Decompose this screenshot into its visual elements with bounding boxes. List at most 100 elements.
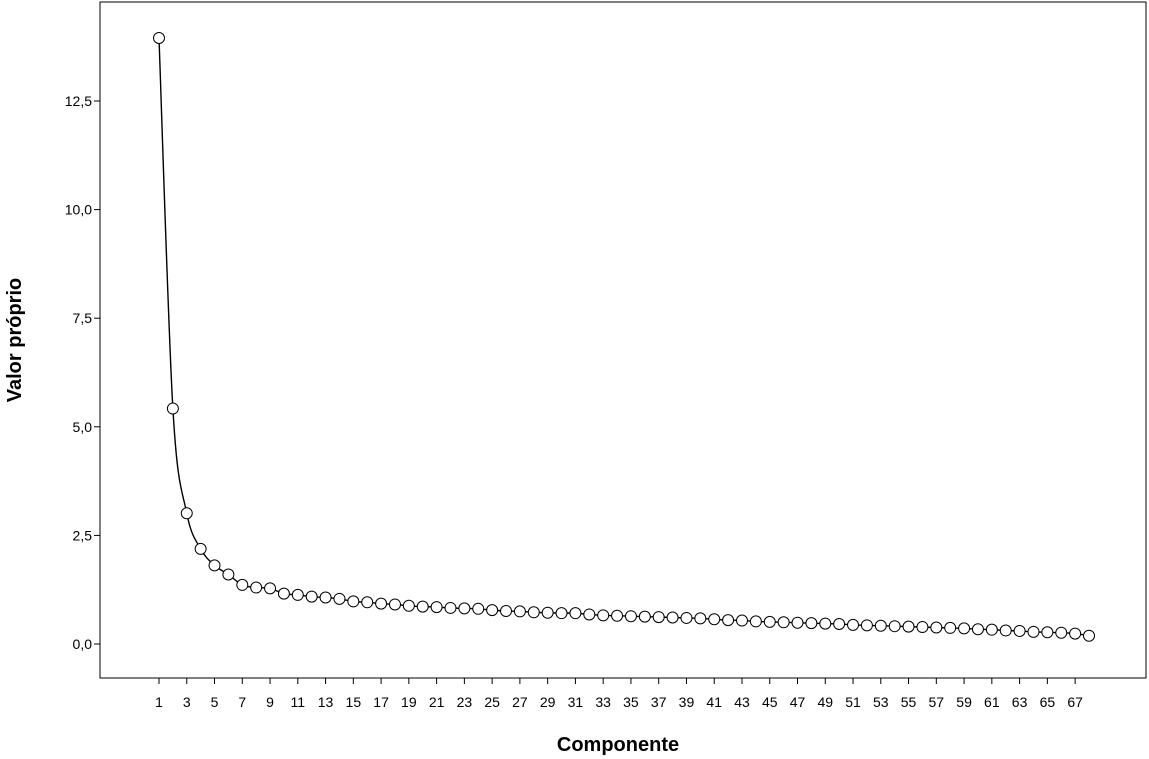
y-tick-label: 12,5 (65, 93, 92, 109)
x-tick-label: 23 (457, 694, 473, 710)
data-point (902, 620, 915, 633)
data-point (763, 615, 776, 628)
data-point (958, 622, 971, 635)
x-tick-label: 19 (401, 694, 417, 710)
data-point (194, 542, 207, 555)
x-tick-label: 47 (790, 694, 806, 710)
data-point (652, 611, 665, 624)
data-point (375, 597, 388, 610)
x-tick-label: 13 (318, 694, 334, 710)
data-point (791, 616, 804, 629)
data-point (458, 602, 471, 615)
data-point (597, 609, 610, 622)
data-point (847, 618, 860, 631)
data-point (638, 610, 651, 623)
data-point (541, 606, 554, 619)
x-tick-label: 53 (873, 694, 889, 710)
x-tick-label: 67 (1067, 694, 1083, 710)
data-point (694, 612, 707, 625)
x-tick-label: 5 (211, 694, 219, 710)
data-point (666, 611, 679, 624)
y-axis: 0,0 2,5 5,0 7,5 10,0 12,5 (65, 93, 100, 652)
data-point (222, 568, 235, 581)
x-tick-label: 41 (706, 694, 722, 710)
data-point (1041, 626, 1054, 639)
x-axis-title: Componente (557, 734, 679, 756)
data-point (416, 600, 429, 613)
data-point (888, 620, 901, 633)
data-point (680, 611, 693, 624)
data-point (486, 604, 499, 617)
data-point (264, 582, 277, 595)
data-point (708, 613, 721, 626)
data-point (319, 591, 332, 604)
x-tick-label: 37 (651, 694, 667, 710)
x-tick-label: 25 (484, 694, 500, 710)
data-point (208, 559, 221, 572)
x-tick-label: 29 (540, 694, 556, 710)
data-point (916, 621, 929, 634)
data-point (583, 608, 596, 621)
x-tick-label: 39 (679, 694, 695, 710)
data-point (153, 32, 165, 45)
x-tick-label: 45 (762, 694, 778, 710)
data-point (513, 605, 526, 618)
x-tick-label: 15 (346, 694, 362, 710)
x-tick-label: 3 (183, 694, 191, 710)
x-tick-label: 11 (291, 694, 306, 710)
x-tick-label: 27 (512, 694, 528, 710)
data-point (1013, 624, 1026, 637)
data-point (347, 595, 360, 608)
data-point (874, 619, 887, 632)
y-axis-title: Valor próprio (4, 278, 26, 402)
data-point (305, 590, 318, 603)
x-tick-label: 35 (623, 694, 639, 710)
x-axis: 1 3 5 7 9 11 13 15 17 19 21 23 25 27 29 31 33 35 37 39 41 43 4… (155, 678, 1083, 710)
x-tick-label: 17 (373, 694, 389, 710)
x-tick-label: 65 (1040, 694, 1056, 710)
x-tick-label: 1 (155, 694, 163, 710)
data-point (444, 601, 457, 614)
x-tick-label: 33 (595, 694, 611, 710)
data-point (527, 606, 540, 619)
x-tick-label: 31 (568, 694, 584, 710)
data-point (930, 621, 943, 634)
data-point (944, 621, 957, 634)
x-tick-label: 55 (901, 694, 917, 710)
data-point (1069, 627, 1082, 640)
data-point (749, 615, 762, 628)
data-point (735, 614, 748, 627)
data-point (833, 618, 846, 631)
x-tick-label: 63 (1012, 694, 1028, 710)
x-tick-label: 59 (956, 694, 972, 710)
data-point (555, 607, 568, 620)
data-point (333, 592, 346, 605)
data-point (860, 619, 873, 632)
x-tick-label: 9 (266, 694, 274, 710)
data-point (971, 623, 984, 636)
x-tick-label: 49 (817, 694, 833, 710)
data-point (166, 402, 179, 415)
data-point (624, 610, 637, 623)
data-point (611, 609, 624, 622)
data-point (999, 624, 1012, 637)
data-points (153, 32, 1095, 642)
data-point (388, 598, 401, 611)
y-tick-label: 10,0 (65, 202, 92, 218)
x-tick-label: 61 (984, 694, 1000, 710)
data-point (277, 587, 290, 600)
y-tick-label: 5,0 (73, 419, 93, 435)
x-tick-label: 43 (734, 694, 750, 710)
x-tick-label: 51 (845, 694, 861, 710)
data-point (291, 588, 304, 601)
data-point (500, 604, 513, 617)
data-point (1055, 626, 1068, 639)
data-point (402, 599, 415, 612)
x-tick-label: 21 (429, 694, 445, 710)
data-point (472, 602, 485, 615)
data-point (1027, 625, 1040, 638)
data-point (1083, 629, 1095, 642)
data-point (777, 616, 790, 629)
data-point (569, 607, 582, 620)
